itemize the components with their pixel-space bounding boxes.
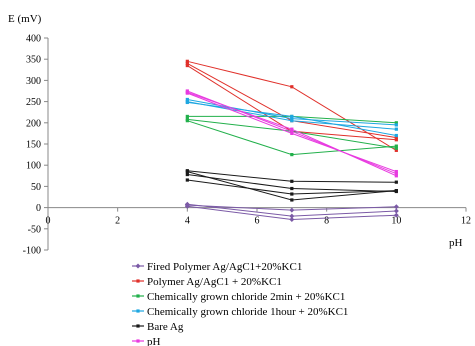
x-tick-label: 6 bbox=[255, 216, 260, 227]
x-axis-title: pH bbox=[449, 237, 463, 249]
data-point bbox=[185, 114, 189, 119]
x-tick-label: 2 bbox=[115, 216, 120, 227]
data-point bbox=[394, 136, 398, 140]
y-tick-label: 300 bbox=[26, 76, 41, 87]
data-point bbox=[394, 133, 398, 138]
data-point bbox=[394, 169, 398, 174]
data-point bbox=[136, 339, 140, 343]
data-point bbox=[394, 189, 398, 193]
data-point bbox=[394, 146, 398, 150]
data-point bbox=[290, 153, 294, 157]
data-point bbox=[185, 172, 189, 177]
y-tick-label: 50 bbox=[31, 182, 41, 193]
data-point bbox=[394, 123, 398, 127]
x-tick-label: 10 bbox=[391, 216, 401, 227]
tick-labels: -100 -50 0 50 100 150 200 250 300 350 400 0 2 4 6 8 10 12 bbox=[23, 34, 471, 257]
legend-label: Polymer Ag/AgC1 + 20%KC1 bbox=[147, 276, 282, 288]
data-point bbox=[289, 207, 295, 213]
data-point bbox=[185, 61, 189, 66]
data-point bbox=[394, 144, 398, 148]
series-group bbox=[184, 201, 399, 222]
series-group bbox=[185, 59, 398, 152]
data-point bbox=[185, 63, 189, 68]
series-group bbox=[185, 89, 398, 178]
series bbox=[184, 59, 399, 222]
series-line bbox=[187, 171, 397, 201]
x-tick-label: 4 bbox=[185, 216, 190, 227]
data-point bbox=[290, 129, 294, 133]
data-point bbox=[394, 127, 398, 131]
data-point bbox=[393, 208, 399, 214]
legend-label: Fired Polymer Ag/AgC1+20%KC1 bbox=[147, 261, 302, 273]
data-point bbox=[394, 174, 398, 178]
data-point bbox=[290, 131, 294, 135]
series-group bbox=[185, 97, 398, 138]
data-point bbox=[290, 127, 294, 131]
legend-label: Chemically grown chloride 2min + 20%KC1 bbox=[147, 291, 345, 303]
data-point bbox=[290, 85, 294, 89]
data-point bbox=[135, 263, 141, 269]
data-point bbox=[289, 216, 295, 222]
y-tick-label: 400 bbox=[26, 34, 41, 45]
y-axis-title: E (mV) bbox=[8, 13, 42, 25]
data-point bbox=[394, 180, 398, 184]
y-tick-label: 100 bbox=[26, 161, 41, 172]
y-tick-label: 200 bbox=[26, 118, 41, 129]
data-point bbox=[184, 202, 190, 208]
data-point bbox=[290, 186, 294, 191]
data-point bbox=[394, 172, 398, 176]
data-point bbox=[136, 309, 140, 313]
data-point bbox=[185, 178, 189, 182]
x-tick-label: 8 bbox=[324, 216, 329, 227]
data-point bbox=[290, 198, 294, 202]
y-tick-label: -100 bbox=[23, 246, 41, 257]
y-tick-label: 150 bbox=[26, 140, 41, 151]
legend: Fired Polymer Ag/AgC1+20%KC1 Polymer Ag/A… bbox=[132, 261, 348, 346]
x-tick-label: 12 bbox=[461, 216, 471, 227]
data-point bbox=[290, 192, 294, 196]
y-tick-label: -50 bbox=[28, 224, 41, 235]
data-point bbox=[394, 138, 398, 142]
data-point bbox=[394, 121, 398, 125]
data-point bbox=[185, 119, 189, 123]
data-point bbox=[136, 279, 140, 283]
data-point bbox=[185, 100, 189, 105]
legend-label: Bare Ag bbox=[147, 321, 184, 333]
y-tick-label: 0 bbox=[36, 203, 41, 214]
legend-label: pH bbox=[147, 336, 161, 346]
data-point bbox=[185, 59, 189, 63]
y-tick-label: 250 bbox=[26, 97, 41, 108]
series-group bbox=[185, 169, 398, 202]
data-point bbox=[136, 294, 140, 298]
data-point bbox=[290, 119, 294, 123]
data-point bbox=[290, 114, 294, 119]
data-point bbox=[185, 97, 189, 102]
data-point bbox=[185, 169, 189, 174]
data-point bbox=[136, 324, 140, 328]
data-point bbox=[289, 213, 295, 219]
x-tick-label: 0 bbox=[46, 216, 51, 227]
data-point bbox=[394, 148, 398, 152]
data-point bbox=[393, 204, 399, 210]
data-point bbox=[290, 179, 294, 183]
y-tick-label: 350 bbox=[26, 55, 41, 66]
data-point bbox=[185, 90, 189, 94]
legend-label: Chemically grown chloride 1hour + 20%KC1 bbox=[147, 306, 348, 318]
data-point bbox=[393, 212, 399, 218]
data-point bbox=[290, 116, 294, 121]
